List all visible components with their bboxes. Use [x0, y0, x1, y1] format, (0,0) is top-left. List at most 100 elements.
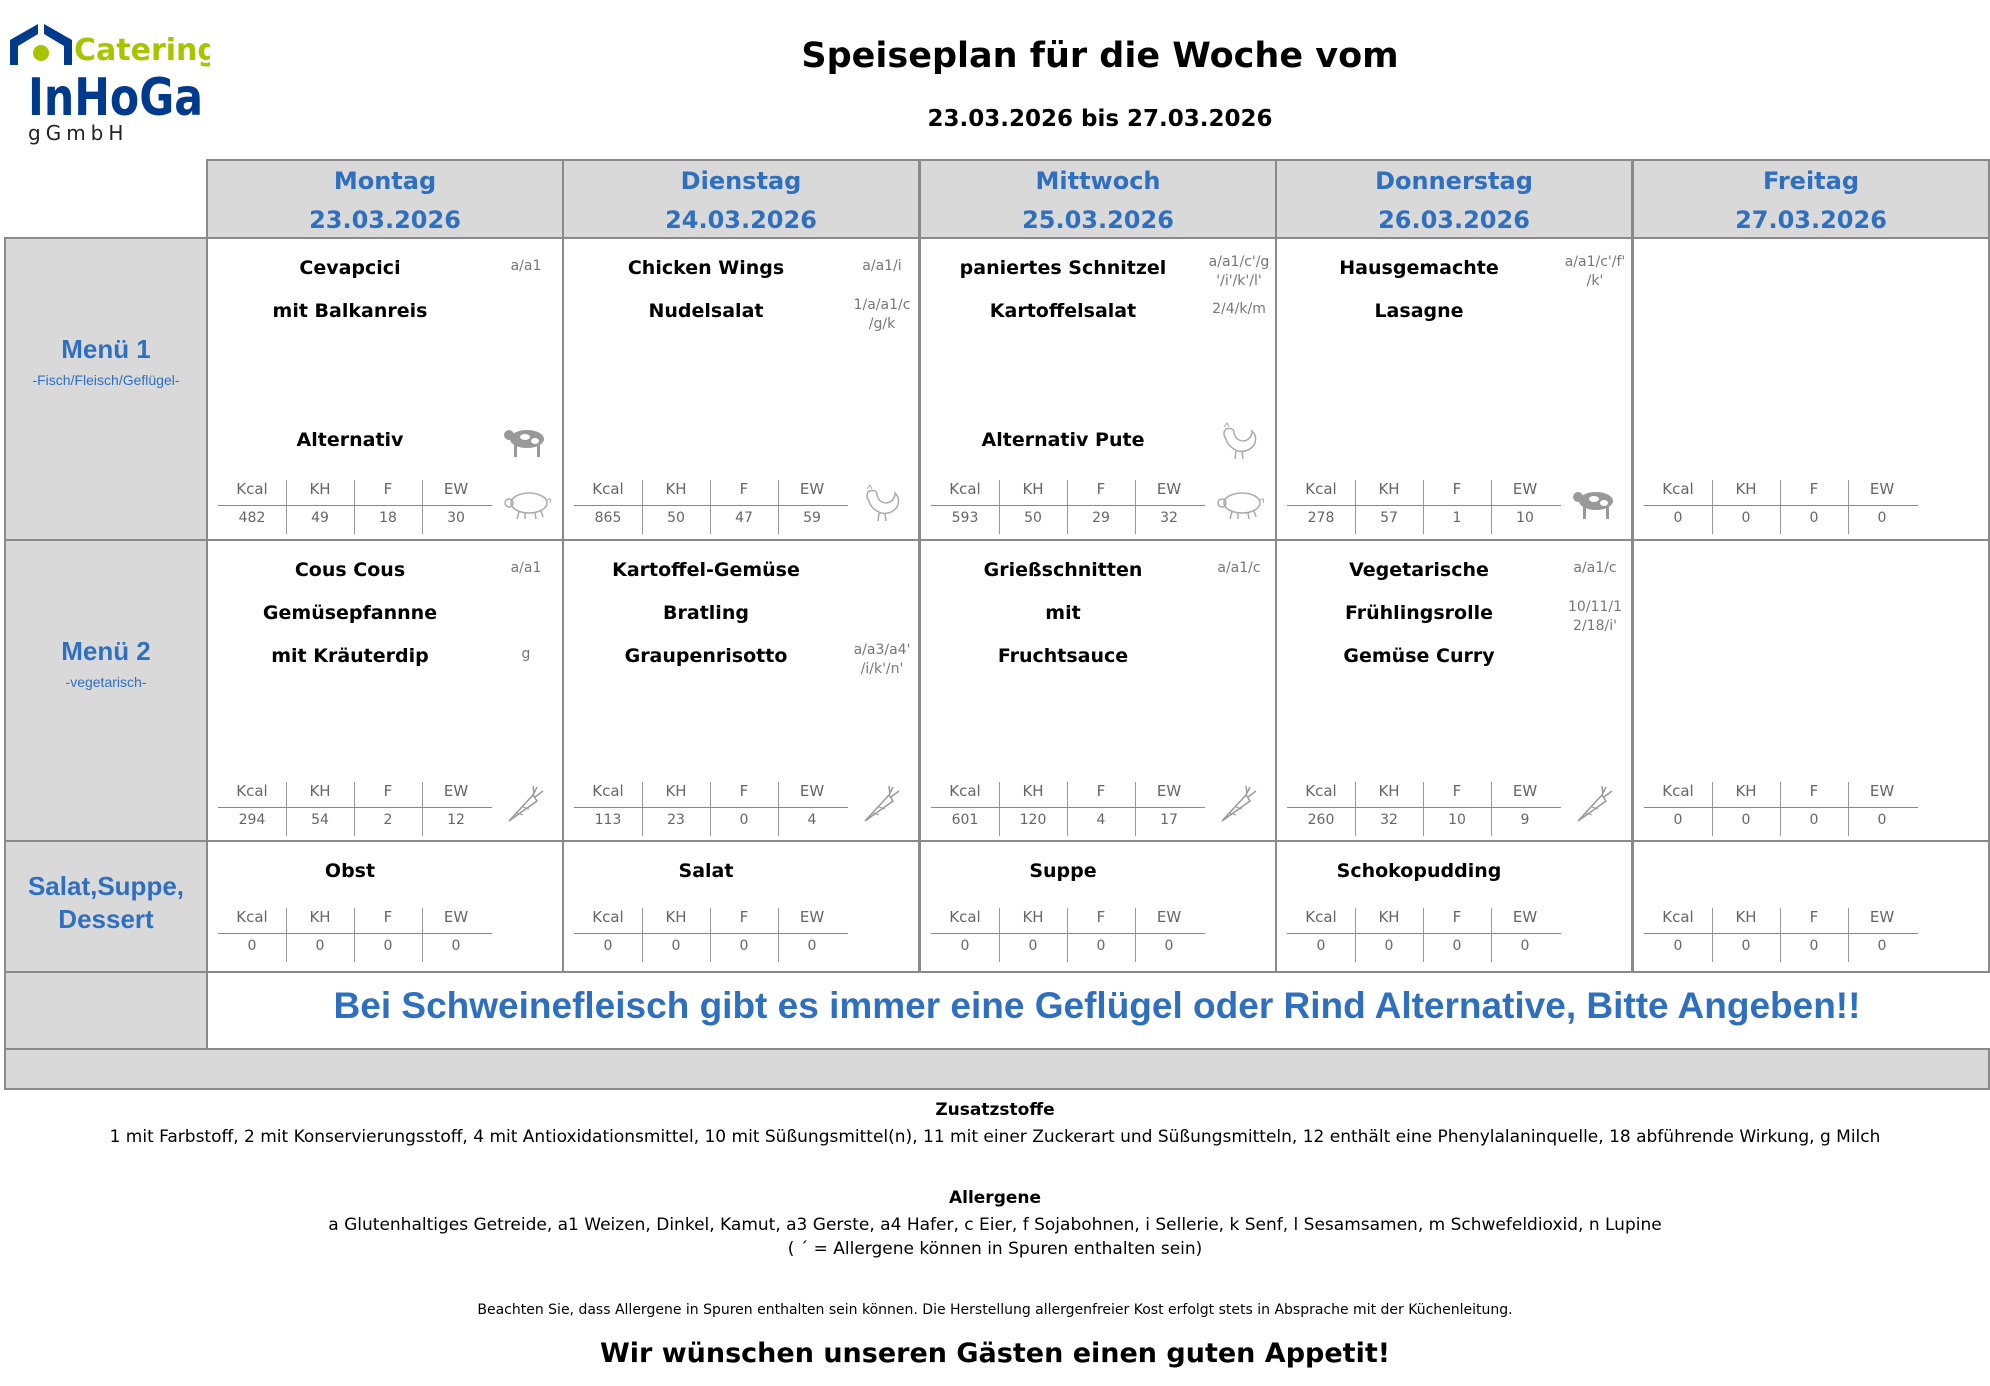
- column-divider: [1423, 480, 1424, 534]
- nutrition-value: 0: [1809, 510, 1819, 526]
- nutrition-label: F: [1809, 480, 1819, 498]
- nutrition-value: 0: [1384, 938, 1394, 954]
- day-menu1-cell: Hausgemachte Lasagne a/a1/c'/f' /k' Kcal 278…: [1275, 237, 1633, 541]
- alternative-label: Alternativ: [296, 429, 404, 451]
- column-divider: [1848, 480, 1849, 534]
- nutrition-divider: [574, 505, 848, 506]
- nutrition-label: F: [1096, 480, 1106, 498]
- dish-line: Lasagne: [1374, 300, 1464, 322]
- nutrition-value: 0: [807, 938, 817, 954]
- nutrition-value: 0: [1673, 510, 1683, 526]
- nutrition-label: Kcal: [949, 782, 981, 800]
- nutrition-label: F: [1809, 782, 1819, 800]
- nutrition-label: EW: [799, 908, 825, 926]
- carrot-icon: [1221, 785, 1257, 822]
- day-name: Dienstag: [680, 167, 802, 195]
- dish-line: Chicken Wings: [627, 257, 785, 279]
- nutrition-label: KH: [1022, 480, 1044, 498]
- nutrition-label: EW: [1156, 908, 1182, 926]
- nutrition-value: 47: [735, 510, 753, 526]
- pig-icon: [1217, 492, 1265, 520]
- nutrition-divider: [574, 807, 848, 808]
- additives-list: 1 mit Farbstoff, 2 mit Konservierungssto…: [109, 1127, 1881, 1147]
- svg-text:gGmbH: gGmbH: [28, 121, 128, 145]
- dish-line: Kartoffel-Gemüse: [612, 559, 800, 581]
- column-divider: [1067, 908, 1068, 962]
- allergen-codes: a/a1/c: [1217, 560, 1261, 576]
- nutrition-label: F: [739, 782, 749, 800]
- nutrition-value: 32: [1160, 510, 1178, 526]
- nutrition-value: 601: [951, 812, 979, 828]
- nutrition-table: Kcal 113 KH 23 F 0 EW 4: [574, 782, 848, 838]
- nutrition-label: Kcal: [949, 908, 981, 926]
- allergen-codes: 1/a/a1/c /g/k: [853, 297, 911, 332]
- nutrition-value: 0: [1809, 938, 1819, 954]
- nutrition-label: Kcal: [1662, 480, 1694, 498]
- nutrition-value: 50: [1024, 510, 1042, 526]
- column-divider: [1355, 782, 1356, 836]
- nutrition-label: KH: [1735, 782, 1757, 800]
- nutrition-value: 0: [1741, 938, 1751, 954]
- column-divider: [422, 480, 423, 534]
- nutrition-table: Kcal 278 KH 57 F 1 EW 10: [1287, 480, 1561, 536]
- column-divider: [1067, 480, 1068, 534]
- day-menu1-cell: Chicken Wings Nudelsalat a/a1/i 1/a/a1/c /g…: [562, 237, 920, 541]
- dish-line: Frühlingsrolle: [1345, 602, 1493, 624]
- day-header-dienstag: Dienstag 24.03.2026: [562, 159, 920, 239]
- rooster-icon: [1223, 422, 1257, 460]
- nutrition-label: F: [1096, 782, 1106, 800]
- nutrition-table: Kcal 0 KH 0 F 0 EW 0: [1287, 908, 1561, 964]
- column-divider: [1355, 480, 1356, 534]
- nutrition-label: KH: [1378, 480, 1400, 498]
- dish-line: mit Kräuterdip: [271, 645, 429, 667]
- nutrition-divider: [1644, 505, 1918, 506]
- nutrition-value: 0: [1673, 812, 1683, 828]
- dish-line: Cevapcici: [299, 257, 401, 279]
- nutrition-divider: [218, 807, 492, 808]
- dish-line: Bratling: [663, 602, 749, 624]
- column-divider: [1712, 782, 1713, 836]
- dish-line: Grießschnitten: [983, 559, 1143, 581]
- column-divider: [1491, 480, 1492, 534]
- day-side-cell: Obst Kcal 0 KH 0 F 0 EW 0: [206, 840, 564, 973]
- day-name: Montag: [333, 167, 437, 195]
- nutrition-divider: [218, 933, 492, 934]
- nutrition-label: KH: [1378, 908, 1400, 926]
- row-label-menu1: Menü 1 -Fisch/Fleisch/Geflügel-: [4, 237, 208, 541]
- nutrition-value: 865: [594, 510, 622, 526]
- column-divider: [1491, 782, 1492, 836]
- nutrition-value: 23: [667, 812, 685, 828]
- nutrition-table: Kcal 482 KH 49 F 18 EW 30: [218, 480, 492, 536]
- column-divider: [1780, 480, 1781, 534]
- column-divider: [286, 908, 287, 962]
- nutrition-label: KH: [665, 782, 687, 800]
- nutrition-divider: [1644, 933, 1918, 934]
- nutrition-divider: [931, 505, 1205, 506]
- carrot-icon: [864, 785, 900, 822]
- greeting: Wir wünschen unseren Gästen einen guten …: [599, 1338, 1391, 1369]
- nutrition-value: 120: [1019, 812, 1047, 828]
- allergens-title: Allergene: [948, 1188, 1042, 1208]
- nutrition-value: 32: [1380, 812, 1398, 828]
- column-divider: [1423, 908, 1424, 962]
- column-divider: [710, 782, 711, 836]
- row-label-title: Menü 2: [61, 636, 151, 666]
- day-date: 23.03.2026: [309, 206, 461, 234]
- row-label-subtitle: -vegetarisch-: [65, 674, 147, 690]
- nutrition-label: EW: [1512, 782, 1538, 800]
- nutrition-table: Kcal 260 KH 32 F 10 EW 9: [1287, 782, 1561, 838]
- nutrition-value: 50: [667, 510, 685, 526]
- nutrition-label: Kcal: [949, 480, 981, 498]
- allergen-codes: 10/11/1 2/18/i': [1568, 599, 1622, 634]
- nutrition-value: 593: [951, 510, 979, 526]
- day-menu1-cell: paniertes Schnitzel Kartoffelsalat a/a1/c'…: [919, 237, 1277, 541]
- nutrition-value: 2: [383, 812, 393, 828]
- nutrition-table: Kcal 294 KH 54 F 2 EW 12: [218, 782, 492, 838]
- day-date: 26.03.2026: [1378, 206, 1530, 234]
- column-divider: [999, 908, 1000, 962]
- nutrition-value: 0: [1096, 938, 1106, 954]
- svg-text:Catering: Catering: [74, 33, 210, 68]
- nutrition-table: Kcal 601 KH 120 F 4 EW 17: [931, 782, 1205, 838]
- nutrition-value: 49: [311, 510, 329, 526]
